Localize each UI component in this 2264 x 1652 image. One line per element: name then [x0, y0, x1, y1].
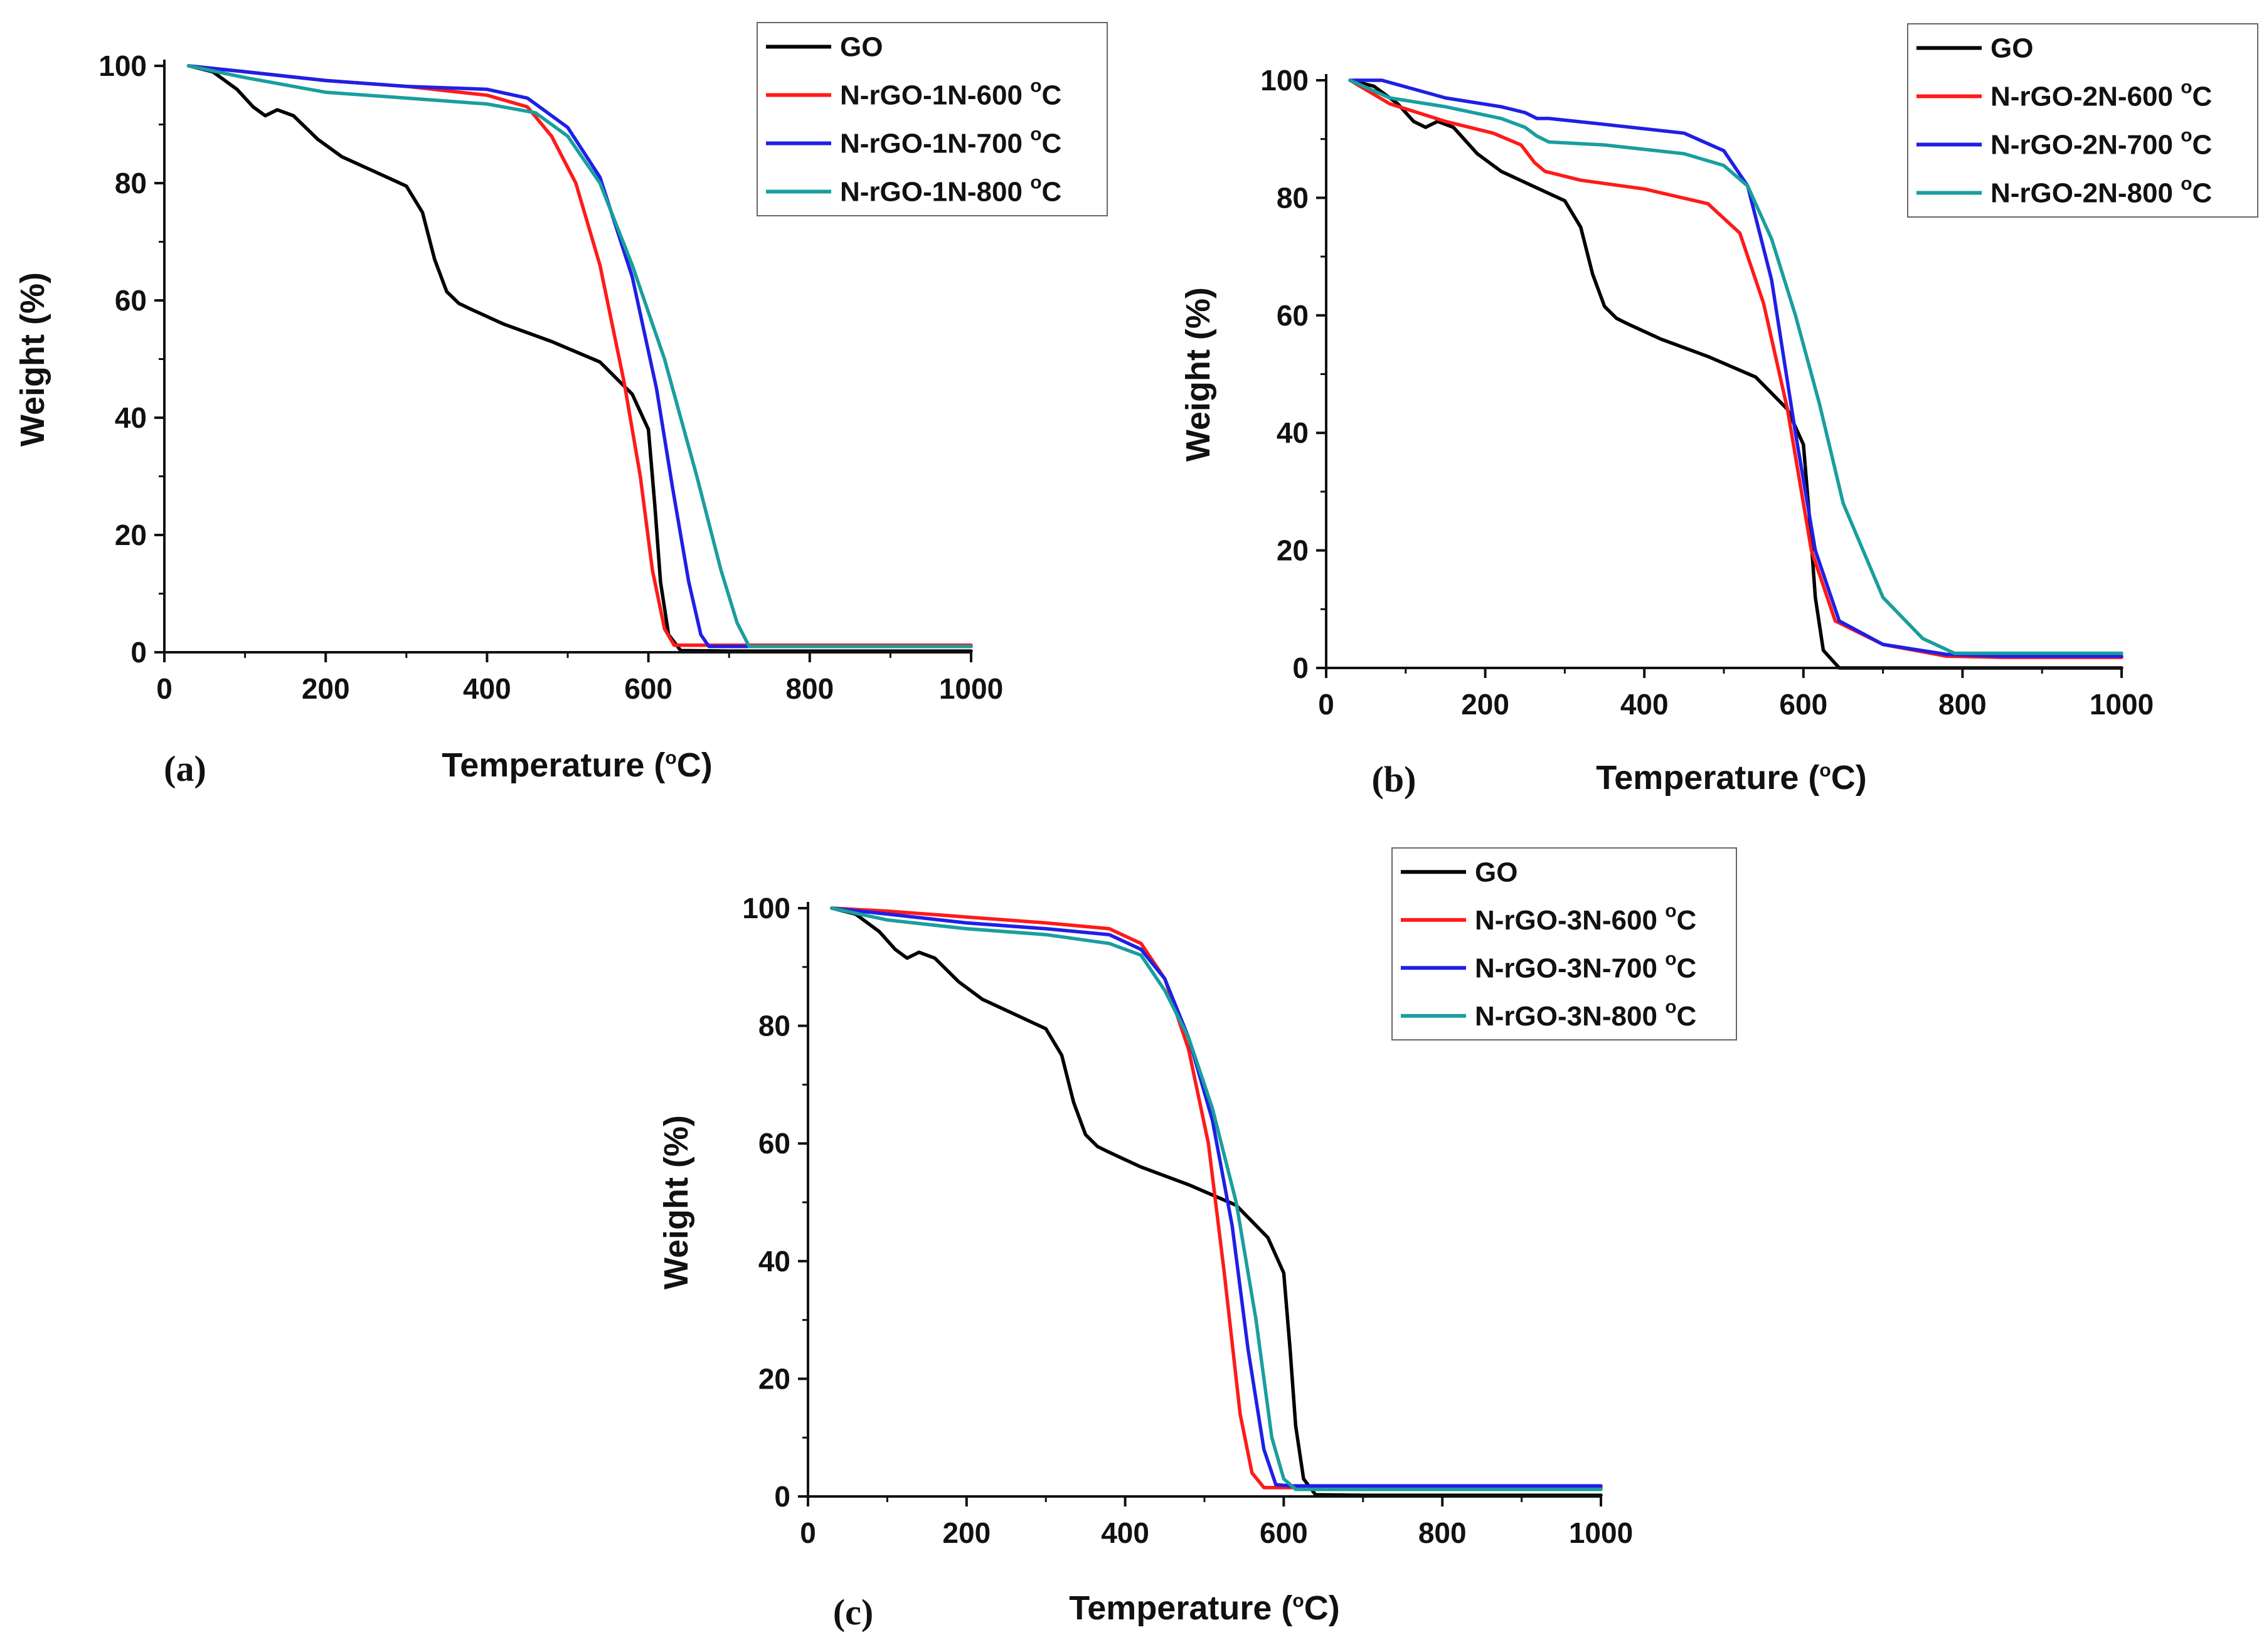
chart-panel-3: 0 200 400 600 800 1000 0 20 40 60 80 100 Temperature…	[657, 847, 1737, 1633]
x-tick-label: 400	[1620, 688, 1669, 721]
y-axis-title: Weight (%)	[14, 272, 51, 447]
y-tick-label: 40	[758, 1245, 790, 1278]
y-tick-label: 80	[115, 167, 147, 199]
legend-entry: N-rGO-1N-800 oC	[840, 172, 1061, 208]
legend: GO N-rGO-3N-600 oC N-rGO-3N-700 oC N-rGO-3N…	[1391, 847, 1737, 1040]
x-tick-label: 200	[1461, 688, 1509, 721]
series-line-1	[830, 906, 1603, 1497]
x-tick-label: 600	[624, 672, 672, 705]
x-tick-label: 800	[785, 672, 834, 705]
x-tick-label: 0	[1318, 688, 1334, 721]
series-line-1	[186, 64, 973, 653]
y-tick-label: 100	[1260, 64, 1309, 97]
series-line-1	[1348, 78, 2123, 670]
panel-label: (a)	[164, 748, 206, 789]
y-tick-label: 0	[774, 1480, 790, 1513]
x-tick-label: 200	[942, 1517, 991, 1549]
chart-panel-2: 0 200 400 600 800 1000 0 20 40 60 80 100 Temperature…	[1179, 23, 2258, 800]
y-tick-label: 60	[1277, 299, 1309, 332]
x-tick-label: 1000	[2090, 688, 2154, 721]
x-tick-label: 1000	[1569, 1517, 1633, 1549]
legend-entry: GO	[840, 32, 883, 63]
x-axis-title: Temperature (oC)	[1069, 1589, 1339, 1627]
y-axis-title: Weight (%)	[1179, 287, 1217, 462]
series-line-4	[1348, 78, 2123, 655]
x-tick-label: 1000	[939, 672, 1003, 705]
y-tick-label: 80	[1277, 181, 1309, 214]
y-tick-label: 100	[98, 50, 147, 82]
y-tick-label: 40	[115, 401, 147, 434]
legend-entry: N-rGO-2N-700 oC	[1990, 125, 2212, 161]
y-tick-label: 0	[1292, 652, 1309, 684]
x-tick-label: 600	[1779, 688, 1827, 721]
y-tick-label: 40	[1277, 416, 1309, 449]
series-line-4	[186, 64, 973, 649]
y-tick-label: 20	[758, 1362, 790, 1395]
x-tick-label: 800	[1938, 688, 1987, 721]
legend-entry: N-rGO-3N-700 oC	[1475, 948, 1696, 983]
legend-entry: N-rGO-2N-800 oC	[1990, 174, 2212, 209]
series-line-3	[1348, 78, 2123, 659]
y-tick-label: 20	[115, 519, 147, 551]
y-tick-label: 100	[742, 892, 790, 924]
legend-entry: N-rGO-3N-600 oC	[1475, 901, 1696, 936]
y-tick-label: 80	[758, 1010, 790, 1042]
legend: GO N-rGO-1N-600 oC N-rGO-1N-700 oC N-rGO-1N…	[757, 22, 1108, 216]
x-tick-label: 0	[156, 672, 173, 705]
y-axis-title: Weight (%)	[657, 1115, 695, 1289]
y-tick-label: 60	[758, 1127, 790, 1160]
x-tick-label: 600	[1260, 1517, 1308, 1549]
x-tick-label: 0	[800, 1517, 816, 1549]
y-tick-label: 20	[1277, 534, 1309, 567]
chart-panel-1: 0 200 400 600 800 1000 0 20 40 60 80 100 Temperature…	[14, 22, 1108, 789]
x-tick-label: 400	[1101, 1517, 1149, 1549]
series-line-4	[830, 906, 1603, 1491]
legend-entry: GO	[1475, 857, 1517, 887]
y-tick-label: 60	[115, 284, 147, 317]
x-tick-label: 400	[463, 672, 511, 705]
legend-box	[1391, 847, 1737, 1040]
legend-entry: GO	[1990, 33, 2033, 64]
x-tick-label: 800	[1418, 1517, 1467, 1549]
legend-entry: N-rGO-2N-600 oC	[1990, 77, 2212, 112]
legend-box	[1907, 23, 2258, 218]
legend-box	[757, 22, 1108, 216]
series-line-2	[830, 906, 1603, 1490]
legend-entry: N-rGO-3N-800 oC	[1475, 997, 1696, 1032]
x-axis-title: Temperature (oC)	[1596, 759, 1866, 797]
legend: GO N-rGO-2N-600 oC N-rGO-2N-700 oC N-rGO-2N…	[1907, 23, 2258, 218]
x-tick-label: 200	[302, 672, 350, 705]
x-axis-title: Temperature (oC)	[442, 746, 712, 784]
legend-entry: N-rGO-1N-700 oC	[840, 124, 1061, 159]
y-tick-label: 0	[130, 636, 147, 669]
series-line-3	[830, 906, 1603, 1488]
panel-label: (c)	[833, 1592, 873, 1633]
legend-entry: N-rGO-1N-600 oC	[840, 76, 1061, 111]
panel-label: (b)	[1372, 759, 1416, 800]
